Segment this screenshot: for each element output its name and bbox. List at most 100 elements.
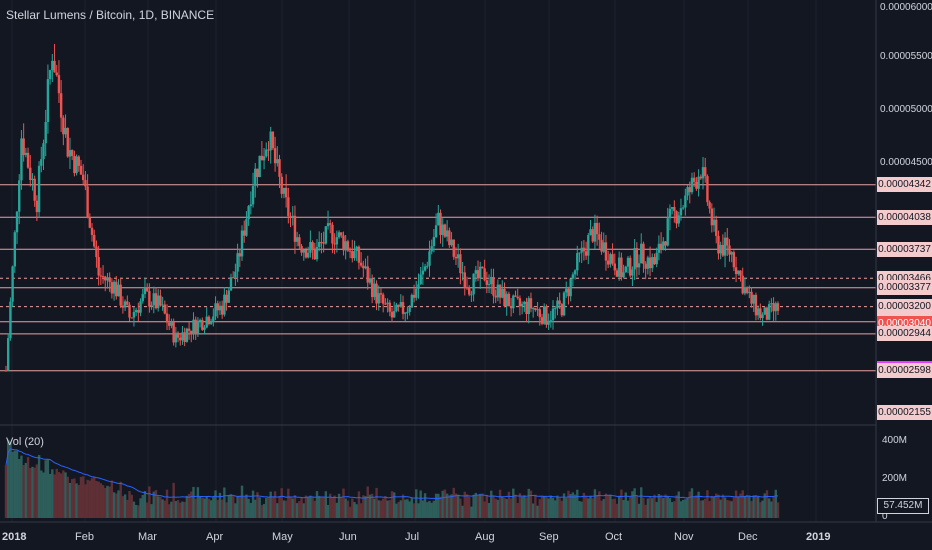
volume-bar	[483, 501, 486, 518]
price-tick: 0.00005000	[880, 104, 932, 115]
volume-bar	[604, 493, 608, 518]
candle-body	[551, 308, 555, 321]
candle-body	[719, 244, 722, 254]
volume-bar	[737, 497, 740, 518]
candle-body	[121, 305, 125, 308]
volume-bar	[507, 491, 511, 518]
candle-body	[201, 319, 204, 330]
candle-body	[542, 306, 546, 324]
volume-bar	[531, 503, 535, 518]
volume-bar	[313, 500, 316, 518]
candle-body	[560, 304, 564, 316]
volume-bar	[437, 493, 440, 518]
candle-body	[430, 246, 433, 252]
chart-title: Stellar Lumens / Bitcoin, 1D, BINANCE	[6, 8, 215, 22]
candle-body	[730, 252, 733, 255]
volume-bar	[355, 504, 358, 518]
volume-bar	[340, 497, 343, 518]
volume-bar	[351, 498, 354, 518]
volume-bar	[4, 465, 8, 518]
candle-body	[688, 187, 691, 193]
volume-bar	[366, 486, 369, 518]
candle-body	[379, 293, 383, 295]
candle-body	[176, 332, 180, 338]
volume-bar	[304, 495, 308, 518]
candle-body	[401, 302, 405, 314]
candle-body	[183, 332, 186, 342]
volume-bar	[156, 496, 160, 518]
candle-body	[148, 291, 151, 307]
volume-bar	[7, 439, 10, 518]
volume-bar	[679, 501, 683, 518]
candle-body	[410, 294, 414, 308]
volume-bar	[238, 496, 242, 518]
volume-bar	[75, 483, 78, 518]
volume-bar	[732, 497, 736, 518]
volume-bar	[529, 490, 533, 518]
volume-bar	[580, 501, 583, 518]
candle-body	[355, 246, 358, 252]
volume-bar	[137, 505, 140, 518]
candle-body	[582, 247, 586, 252]
candle-body	[531, 308, 535, 310]
candle-body	[84, 179, 87, 187]
price-tick: 0.00006000	[880, 2, 932, 13]
candle-body	[329, 223, 332, 225]
candle-body	[119, 284, 122, 306]
candle-body	[498, 284, 502, 298]
volume-bar	[428, 500, 431, 518]
candle-body	[426, 265, 429, 267]
candle-body	[622, 272, 625, 278]
volume-bar	[644, 504, 647, 518]
volume-bar	[756, 496, 760, 518]
volume-bar	[227, 495, 230, 518]
candle-body	[309, 242, 312, 253]
volume-bar	[119, 481, 122, 518]
volume-bar	[22, 464, 25, 518]
candle-body	[137, 310, 140, 313]
volume-bar	[498, 489, 502, 518]
candle-body	[584, 251, 588, 256]
volume-bar	[42, 472, 45, 518]
volume-bar	[112, 492, 116, 518]
candle-body	[346, 241, 350, 251]
volume-bar	[600, 500, 603, 518]
volume-bar	[267, 497, 270, 518]
candle-body	[434, 225, 438, 238]
candle-body	[565, 288, 568, 293]
candle-body	[234, 271, 237, 278]
volume-bar	[655, 501, 658, 518]
volume-bar	[556, 495, 559, 518]
candle-body	[445, 230, 449, 237]
candle-body	[108, 277, 111, 283]
candle-body	[214, 303, 217, 317]
volume-bar	[289, 496, 292, 518]
candle-body	[101, 276, 105, 278]
candle-body	[651, 257, 654, 269]
volume-bar	[648, 496, 652, 518]
volume-bar	[302, 503, 305, 518]
candle-body	[218, 305, 222, 311]
volume-bar	[626, 500, 630, 518]
time-axis-label: Nov	[674, 531, 694, 543]
volume-bar	[265, 497, 268, 518]
candle-body	[302, 249, 305, 253]
candle-body	[490, 276, 493, 284]
candle-body	[415, 288, 418, 298]
candle-body	[271, 131, 275, 149]
volume-bar	[181, 501, 184, 518]
candle-body	[606, 260, 610, 265]
volume-bar	[692, 497, 696, 518]
volume-bar	[93, 477, 96, 518]
candle-body	[70, 150, 74, 156]
volume-bar	[278, 496, 281, 518]
candle-body	[139, 301, 142, 313]
volume-bar	[567, 490, 570, 518]
candle-body	[95, 246, 98, 258]
volume-ma-line	[5, 448, 779, 500]
candle-body	[326, 223, 330, 227]
candle-body	[668, 208, 672, 219]
volume-bar	[534, 494, 537, 518]
volume-bar	[295, 503, 299, 518]
